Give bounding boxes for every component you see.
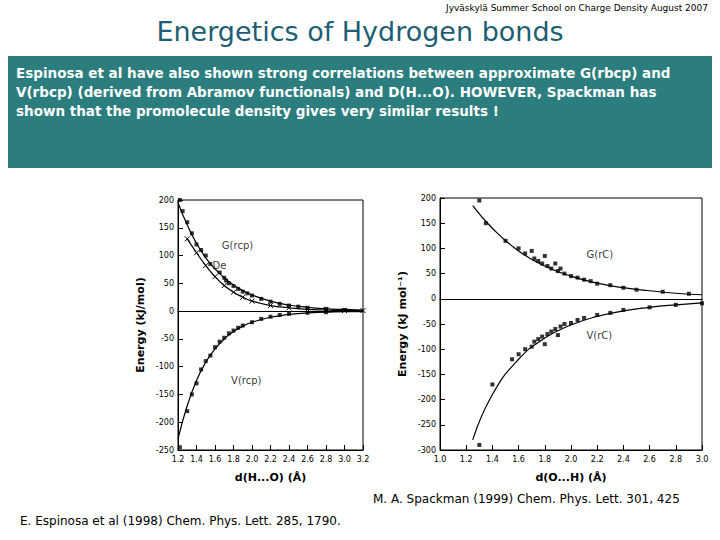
svg-text:-300: -300 (418, 446, 436, 455)
svg-text:3.2: 3.2 (357, 455, 370, 464)
svg-text:0: 0 (431, 294, 436, 303)
svg-text:1.0: 1.0 (434, 455, 447, 464)
svg-text:100: 100 (159, 251, 174, 260)
svg-text:-250: -250 (156, 446, 174, 455)
svg-text:G(rcp): G(rcp) (222, 240, 253, 251)
svg-text:Energy (kJ mol⁻¹): Energy (kJ mol⁻¹) (396, 271, 409, 377)
svg-text:2.8: 2.8 (320, 455, 333, 464)
html-text:Energetics of Hydrogen bonds: Energetics of Hydrogen bonds (156, 16, 564, 47)
svg-text:d(O...H) (Å): d(O...H) (Å) (535, 471, 606, 484)
svg-text:100: 100 (421, 244, 436, 253)
svg-text:1.6: 1.6 (512, 455, 525, 464)
svg-text:-100: -100 (418, 345, 436, 354)
svg-text:-200: -200 (156, 418, 174, 427)
svg-text:1.2: 1.2 (460, 455, 473, 464)
svg-text:50: 50 (426, 269, 436, 278)
svg-text:2.4: 2.4 (283, 455, 296, 464)
svg-text:2.2: 2.2 (591, 455, 604, 464)
svg-text:1.8: 1.8 (227, 455, 240, 464)
svg-text:d(H...O) (Å): d(H...O) (Å) (235, 471, 306, 484)
svg-text:2.0: 2.0 (565, 455, 578, 464)
html-text:E. Espinosa et al (1998) Chem.: E. Espinosa et al (1998) Chem. Phys. Let… (20, 514, 341, 528)
svg-text:V(rcp): V(rcp) (231, 375, 261, 386)
svg-text:-50: -50 (423, 320, 436, 329)
svg-text:150: 150 (159, 223, 174, 232)
svg-text:2.6: 2.6 (301, 455, 314, 464)
svg-text:2.8: 2.8 (669, 455, 682, 464)
html-text:Espinosa et al have also shown: Espinosa et al have also shown strong co… (16, 65, 671, 119)
svg-text:-150: -150 (156, 390, 174, 399)
svg-text:1.4: 1.4 (486, 455, 499, 464)
html-text:Jyväskylä Summer School on Cha: Jyväskylä Summer School on Charge Densit… (446, 3, 708, 13)
svg-text:-250: -250 (418, 420, 436, 429)
svg-text:1.4: 1.4 (190, 455, 203, 464)
svg-text:-100: -100 (156, 362, 174, 371)
svg-text:1.2: 1.2 (172, 455, 185, 464)
svg-text:-50: -50 (161, 334, 174, 343)
svg-text:150: 150 (421, 219, 436, 228)
svg-text:De: De (212, 260, 227, 272)
svg-text:2.2: 2.2 (264, 455, 277, 464)
svg-text:3.0: 3.0 (338, 455, 351, 464)
svg-text:2.4: 2.4 (617, 455, 630, 464)
svg-text:V(rC): V(rC) (586, 330, 612, 341)
svg-text:1.8: 1.8 (538, 455, 551, 464)
svg-text:2.6: 2.6 (643, 455, 656, 464)
svg-text:-150: -150 (418, 370, 436, 379)
svg-text:3.0: 3.0 (696, 455, 709, 464)
svg-text:200: 200 (159, 196, 174, 205)
svg-text:2.0: 2.0 (246, 455, 259, 464)
svg-text:G(rC): G(rC) (586, 249, 613, 260)
html-text:M. A. Spackman (1999) Chem. Ph: M. A. Spackman (1999) Chem. Phys. Lett. … (373, 492, 680, 506)
svg-text:-200: -200 (418, 395, 436, 404)
svg-text:Energy (kJ/mol): Energy (kJ/mol) (134, 277, 147, 372)
svg-text:1.6: 1.6 (209, 455, 222, 464)
svg-text:50: 50 (164, 279, 174, 288)
svg-text:0: 0 (169, 307, 174, 316)
svg-text:200: 200 (421, 194, 436, 203)
